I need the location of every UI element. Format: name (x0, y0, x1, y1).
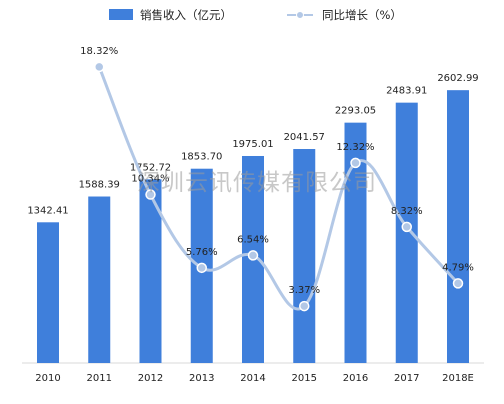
growth-point-2016 (350, 157, 361, 169)
growth-label-2012: 10.34% (131, 174, 169, 185)
x-tick-2017: 2017 (394, 373, 419, 384)
bar-2017 (395, 102, 418, 363)
bar-value-label-2012: 1752.72 (130, 162, 171, 173)
bar-value-label-2014: 1975.01 (232, 139, 273, 150)
growth-point-2014 (247, 250, 259, 261)
bar-value-label-2010: 1342.41 (27, 205, 68, 216)
bar-2011 (88, 196, 111, 363)
bar-value-label-2016: 2293.05 (335, 106, 376, 117)
legend-bar-swatch (109, 9, 133, 20)
bar-2016 (344, 122, 367, 363)
bar-labels: 1342.41 1588.39 1752.72 1853.70 1975.01 2041.… (27, 73, 478, 216)
growth-label-2011: 18.32% (80, 46, 118, 57)
watermark: 深圳云讯传媒有限公司 (137, 170, 377, 196)
bar-value-label-2018E: 2602.99 (437, 73, 478, 84)
bar-value-label-2017: 2483.91 (386, 86, 427, 97)
bar-value-label-2011: 1588.39 (79, 180, 120, 191)
growth-label-2013: 5.76% (186, 247, 218, 258)
line-series (94, 61, 464, 312)
growth-label-2017: 8.32% (391, 206, 423, 217)
legend-line-label: 同比增长（%） (322, 8, 402, 22)
x-tick-2015: 2015 (292, 373, 317, 384)
x-tick-2018E: 2018E (442, 373, 474, 384)
x-ticks: 2010 2011 2012 2013 2014 2015 2016 2017 2018E (35, 373, 474, 384)
x-tick-2011: 2011 (87, 373, 112, 384)
bar-value-label-2013: 1853.70 (181, 152, 222, 163)
bar-value-label-2015: 2041.57 (284, 132, 325, 143)
x-tick-2016: 2016 (343, 373, 368, 384)
growth-point-2011 (94, 61, 105, 73)
growth-label-2018E: 4.79% (442, 262, 474, 273)
bars (37, 90, 469, 363)
bar-2012 (139, 179, 162, 363)
legend-line-marker (296, 11, 304, 19)
growth-point-2017 (401, 221, 412, 233)
growth-label-2014: 6.54% (237, 234, 269, 245)
x-tick-2012: 2012 (138, 373, 163, 384)
growth-label-2015: 3.37% (288, 285, 320, 296)
legend-bar-label: 销售收入（亿元） (140, 8, 232, 22)
legend: 销售收入（亿元） 同比增长（%） (109, 8, 402, 22)
bar-2010 (37, 222, 59, 363)
growth-point-2015 (299, 300, 310, 312)
growth-point-2018E (452, 278, 464, 289)
bar-2018E (447, 90, 469, 363)
x-tick-2014: 2014 (240, 373, 265, 384)
growth-point-2012 (145, 189, 156, 200)
growth-label-2016: 12.32% (336, 142, 374, 153)
x-tick-2010: 2010 (35, 373, 60, 384)
x-tick-2013: 2013 (189, 373, 214, 384)
growth-point-2013 (196, 262, 207, 274)
pct-labels: 18.32% 10.34% 5.76% 6.54% 3.37% 12.32% 8.32% 4.… (80, 46, 474, 296)
